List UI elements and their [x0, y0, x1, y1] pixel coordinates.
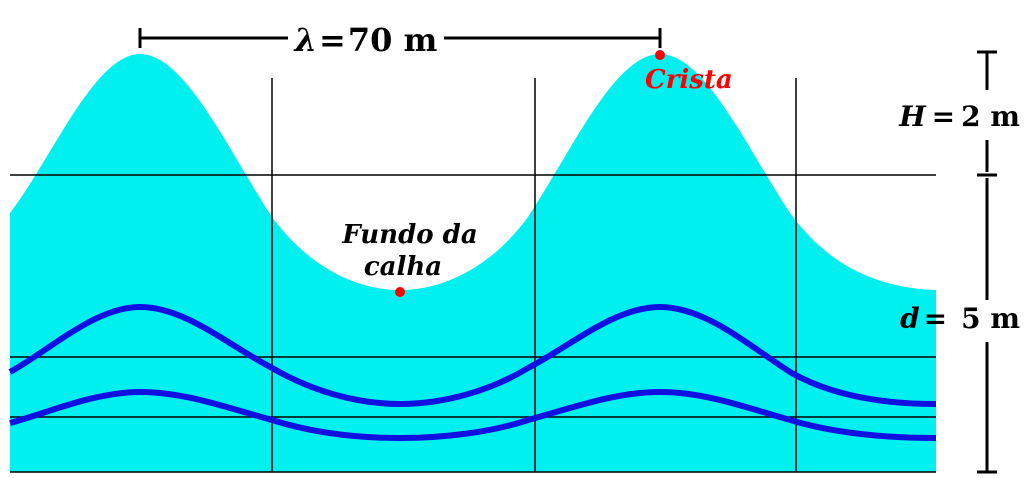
wavelength-symbol: λ — [293, 21, 317, 59]
height-label: H = 2 m — [898, 100, 1020, 133]
water-body — [10, 54, 936, 472]
height-symbol: H — [898, 100, 927, 133]
crest-marker — [655, 50, 665, 60]
depth-label: d = 5 m — [900, 302, 1020, 335]
trough-label-line2: calha — [364, 252, 442, 282]
wavelength-dimension — [138, 28, 662, 48]
depth-value: 5 m — [961, 302, 1020, 335]
subsurface-wave-line-lower — [9, 388, 937, 442]
trough-label-line1: Fundo da — [341, 220, 477, 250]
vertical-dimension — [977, 50, 997, 474]
depth-symbol: d — [900, 302, 920, 335]
height-value: 2 m — [961, 100, 1020, 133]
crest-label: Crista — [645, 65, 733, 95]
wavelength-value: 70 m — [348, 21, 438, 59]
wavelength-equals: = — [319, 21, 346, 59]
grid — [10, 78, 936, 473]
height-equals: = — [932, 100, 955, 133]
trough-marker — [395, 287, 405, 297]
subsurface-wave-line-upper — [8, 303, 937, 408]
depth-equals: = — [924, 302, 947, 335]
wavelength-label: λ=70 m — [293, 21, 438, 59]
